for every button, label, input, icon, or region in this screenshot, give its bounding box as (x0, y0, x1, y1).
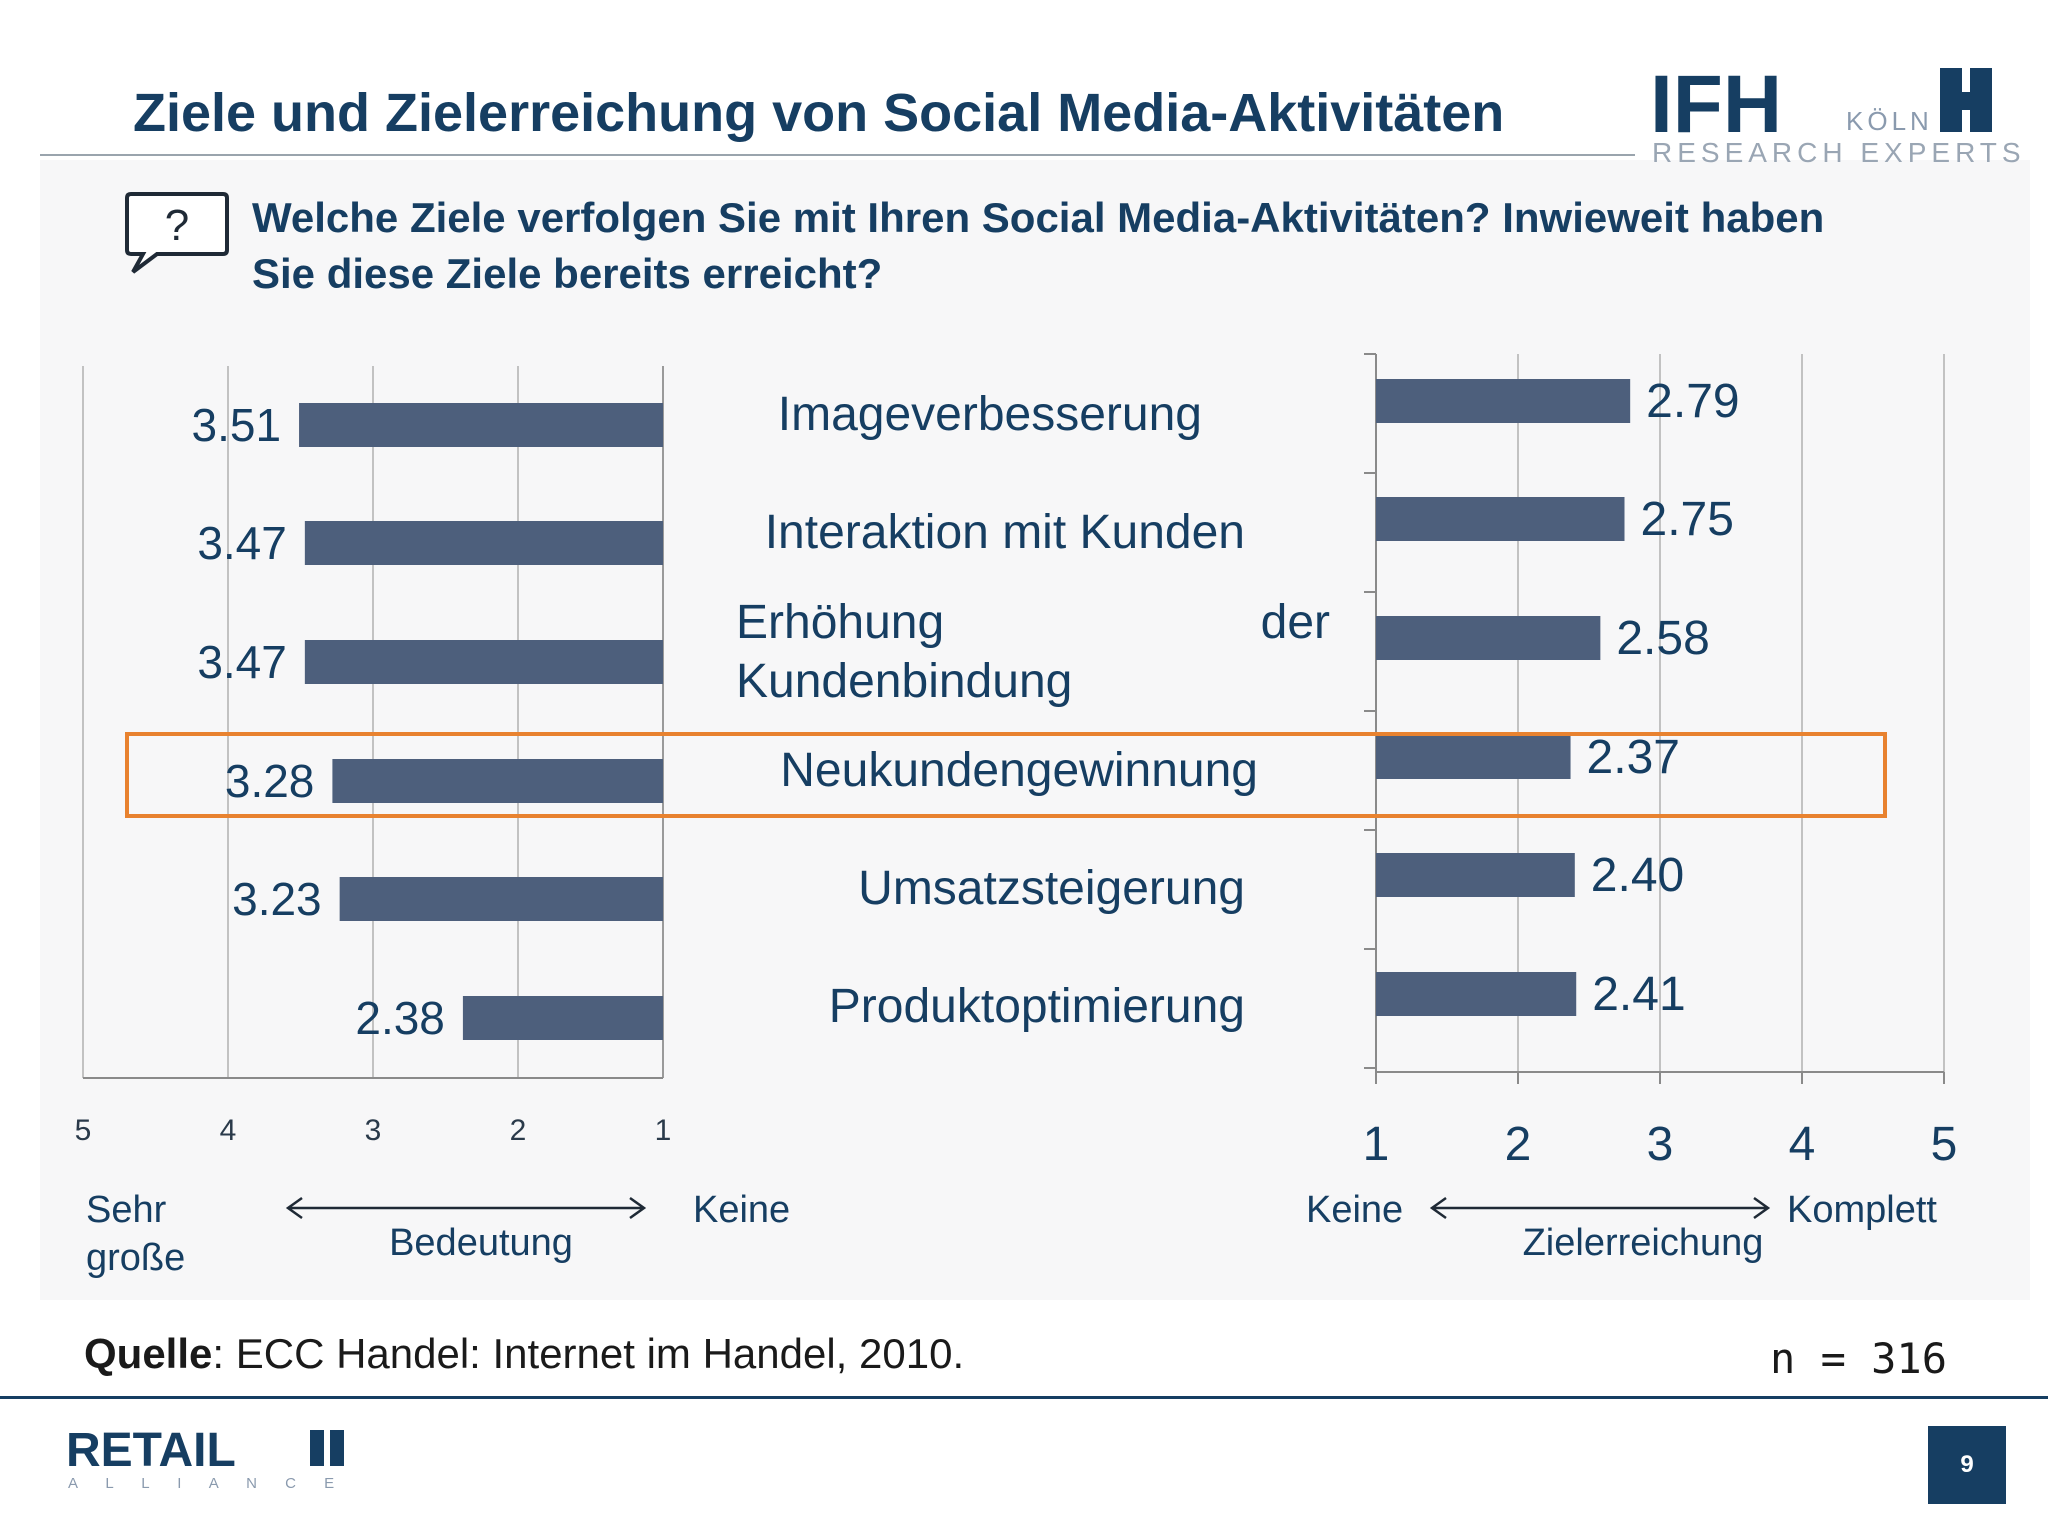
category-label: Imageverbesserung (778, 388, 1202, 441)
source-note: Quelle: ECC Handel: Internet im Handel, … (84, 1330, 964, 1378)
right-bar (1376, 972, 1577, 1016)
category-label: Interaktion mit Kunden (765, 506, 1245, 559)
right-bar (1376, 735, 1571, 779)
content-panel (40, 160, 2030, 1300)
left-bar-value: 3.47 (197, 517, 287, 569)
left-bar-value: 3.23 (232, 873, 322, 925)
left-bar (304, 521, 663, 565)
right-tick-label: 4 (1789, 1118, 1816, 1171)
left-tick-label: 3 (365, 1114, 382, 1147)
right-axis-title: Zielerreichung (1523, 1222, 1764, 1264)
question-bubble-icon: ? (125, 192, 229, 274)
page-number: 9 (1928, 1426, 2006, 1504)
left-axis-end-label: große (86, 1237, 185, 1279)
left-axis-end-label: Sehr (86, 1189, 167, 1231)
left-bar (299, 403, 663, 447)
sample-size: n = 316 (1770, 1334, 1948, 1383)
footer-divider (0, 1396, 2048, 1399)
double-arrow-icon (285, 1196, 647, 1220)
left-bar-value: 3.47 (197, 636, 287, 688)
right-bar-value: 2.41 (1592, 968, 1685, 1021)
left-bar-value: 2.38 (355, 992, 445, 1044)
left-bar (304, 640, 663, 684)
left-axis-end-label: Keine (693, 1189, 790, 1231)
right-bar (1376, 616, 1601, 660)
right-tick-label: 2 (1505, 1118, 1532, 1171)
category-label: Produktoptimierung (829, 980, 1245, 1033)
ifh-logo-mark (1940, 68, 1962, 132)
right-bar-value: 2.37 (1587, 731, 1680, 784)
left-tick-label: 1 (655, 1114, 672, 1147)
right-tick-label: 5 (1931, 1118, 1958, 1171)
right-tick-label: 3 (1647, 1118, 1674, 1171)
category-label: Neukundengewinnung (780, 744, 1258, 797)
source-label: Quelle (84, 1330, 213, 1377)
left-axis-title: Bedeutung (389, 1222, 573, 1264)
category-label: Kundenbindung (736, 655, 1072, 708)
category-label: Umsatzsteigerung (858, 862, 1245, 915)
left-tick-label: 2 (510, 1114, 527, 1147)
right-axis-end-label: Keine (1306, 1189, 1403, 1231)
double-arrow-icon (1429, 1196, 1771, 1220)
left-tick-label: 5 (75, 1114, 92, 1147)
left-bar (332, 759, 663, 803)
retail-logo-mark (310, 1430, 324, 1466)
question-mark: ? (165, 201, 189, 250)
highlight-box (125, 732, 1887, 818)
right-bar (1376, 497, 1625, 541)
ifh-logo-text: IFH (1650, 64, 1782, 150)
retail-logo-text: RETAIL (66, 1424, 236, 1477)
right-axis-end-label: Komplett (1787, 1189, 1937, 1231)
right-bar-value: 2.75 (1641, 493, 1734, 546)
retail-logo-subtext: A L L I A N C E (68, 1475, 346, 1492)
ifh-logo-city: KÖLN (1846, 106, 1933, 136)
right-bar-value: 2.40 (1591, 849, 1684, 902)
slide-title: Ziele und Zielerreichung von Social Medi… (133, 83, 1505, 143)
right-tick-label: 1 (1363, 1118, 1390, 1171)
source-text: : ECC Handel: Internet im Handel, 2010. (212, 1330, 965, 1377)
left-bar (462, 996, 663, 1040)
right-bar (1376, 379, 1631, 423)
ifh-logo-tagline: RESEARCH EXPERTS (1652, 137, 2020, 168)
retail-alliance-logo: RETAIL A L L I A N C E (66, 1424, 346, 1492)
left-bar-value: 3.51 (192, 399, 282, 451)
category-label: Erhöhung (736, 596, 944, 649)
right-bar-value: 2.58 (1616, 612, 1709, 665)
title-divider (40, 154, 1635, 156)
left-bar (339, 877, 663, 921)
left-tick-label: 4 (220, 1114, 237, 1147)
survey-question: Welche Ziele verfolgen Sie mit Ihren Soc… (252, 194, 1825, 297)
left-bar-value: 3.28 (225, 755, 315, 807)
ifh-logo: IFH KÖLN RESEARCH EXPERTS (1650, 64, 2020, 168)
right-bar (1376, 853, 1575, 897)
category-label: der (1261, 596, 1330, 649)
right-bar-value: 2.79 (1646, 375, 1739, 428)
